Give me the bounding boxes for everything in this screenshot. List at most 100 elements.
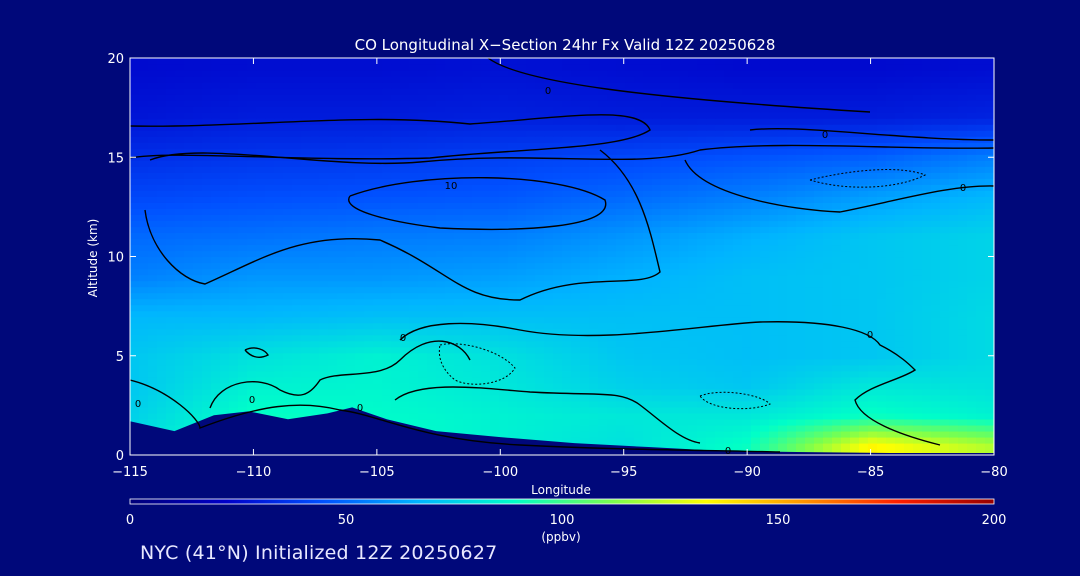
field-cell [139,256,149,264]
field-cell [436,274,446,282]
field-cell [400,340,410,348]
field-cell [976,280,986,288]
field-cell [985,202,994,209]
field-cell [778,262,788,270]
field-cell [535,370,545,378]
field-cell [868,256,878,264]
field-cell [454,370,464,378]
field-cell [265,202,275,209]
field-cell [247,406,257,414]
field-cell [220,244,230,252]
field-cell [661,424,671,432]
field-cell [571,250,581,258]
field-cell [625,382,635,390]
field-cell [337,328,347,336]
field-cell [418,292,428,300]
field-cell [760,196,770,203]
field-cell [418,142,428,149]
field-cell [247,382,257,390]
field-cell [382,208,392,215]
field-cell [859,376,869,384]
field-cell [400,346,410,354]
field-cell [400,334,410,342]
field-cell [751,298,761,306]
field-cell [229,226,239,234]
field-cell [220,154,230,161]
field-cell [346,316,356,324]
field-cell [877,226,887,234]
field-cell [400,412,410,420]
field-cell [472,166,482,173]
field-cell [193,166,203,173]
field-cell [715,232,725,240]
field-cell [319,394,329,402]
field-cell [544,292,554,300]
field-cell [175,190,185,197]
field-cell [247,250,257,258]
field-cell [328,202,338,209]
field-cell [508,346,518,354]
field-cell [445,238,455,246]
field-cell [868,154,878,161]
field-cell [328,148,338,155]
field-cell [940,196,950,203]
field-cell [166,262,176,270]
field-cell [778,358,788,366]
field-cell [526,274,536,282]
field-cell [688,172,698,179]
field-cell [454,244,464,252]
field-cell [949,388,959,396]
field-cell [526,310,536,318]
field-cell [229,376,239,384]
field-cell [373,298,383,306]
field-cell [166,316,176,324]
field-cell [238,406,248,414]
field-cell [625,406,635,414]
field-cell [562,148,572,155]
field-cell [445,328,455,336]
field-cell [220,328,230,336]
field-cell [463,310,473,318]
field-cell [580,382,590,390]
field-cell [454,196,464,203]
field-cell [742,316,752,324]
field-cell [616,160,626,167]
field-cell [481,346,491,354]
field-cell [823,160,833,167]
field-cell [490,220,500,228]
field-cell [301,268,311,276]
field-cell [445,334,455,342]
field-cell [940,268,950,276]
field-cell [211,208,221,215]
field-cell [931,304,941,312]
field-cell [850,406,860,414]
field-cell [823,172,833,179]
field-cell [760,232,770,240]
field-cell [742,208,752,215]
field-cell [418,214,428,222]
field-cell [274,340,284,348]
field-cell [409,232,419,240]
field-cell [391,340,401,348]
field-cell [625,202,635,209]
field-cell [562,208,572,215]
field-cell [310,226,320,234]
field-cell [715,202,725,209]
field-cell [562,166,572,173]
field-cell [202,364,212,372]
field-cell [634,166,644,173]
field-cell [679,310,689,318]
field-cell [481,352,491,360]
field-cell [508,334,518,342]
field-cell [220,190,230,197]
field-cell [913,154,923,161]
field-cell [139,172,149,179]
field-cell [454,322,464,330]
field-cell [175,298,185,306]
field-cell [616,172,626,179]
field-cell [139,226,149,234]
field-cell [814,190,824,197]
field-cell [490,370,500,378]
field-cell [787,262,797,270]
field-cell [958,442,968,450]
